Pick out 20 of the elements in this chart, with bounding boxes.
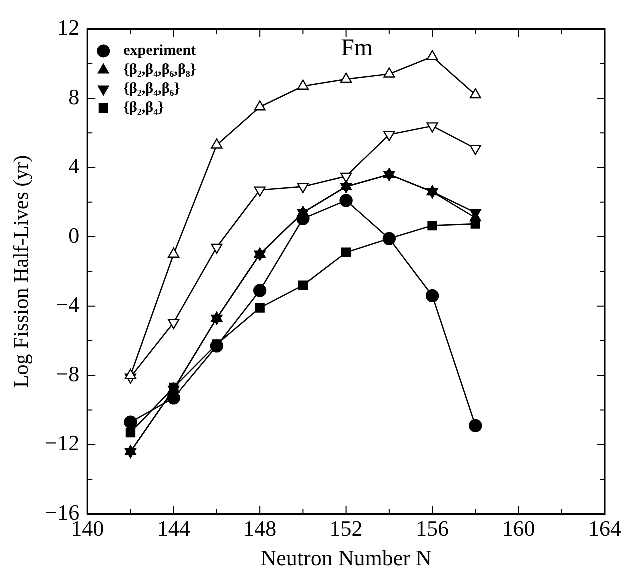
x-tick-label: 164 xyxy=(588,516,622,542)
y-axis-title: Log Fission Half-Lives (yr) xyxy=(9,155,34,388)
legend-label: experiment xyxy=(124,43,196,60)
y-tick-label: −12 xyxy=(45,430,80,456)
legend-label: {β₂,β₄,β₆} xyxy=(124,81,180,98)
y-tick-label: −4 xyxy=(56,292,80,318)
legend-label: {β₂,β₄,β₆,β₈} xyxy=(124,62,196,78)
y-tick-label: −8 xyxy=(56,361,80,386)
x-axis-title: Neutron Number N xyxy=(260,546,432,571)
y-tick-label: 0 xyxy=(68,222,80,248)
x-tick-label: 144 xyxy=(157,516,190,542)
x-tick-label: 148 xyxy=(244,516,277,542)
x-tick-label: 152 xyxy=(330,516,363,542)
annotation: Fm xyxy=(341,35,374,62)
legend-label: {β₂,β₄} xyxy=(124,100,164,116)
x-tick-label: 156 xyxy=(416,516,450,542)
x-tick-label: 160 xyxy=(502,516,536,542)
y-tick-label: 4 xyxy=(68,154,80,179)
y-tick-label: 8 xyxy=(68,84,80,110)
y-tick-label: 12 xyxy=(58,14,80,40)
